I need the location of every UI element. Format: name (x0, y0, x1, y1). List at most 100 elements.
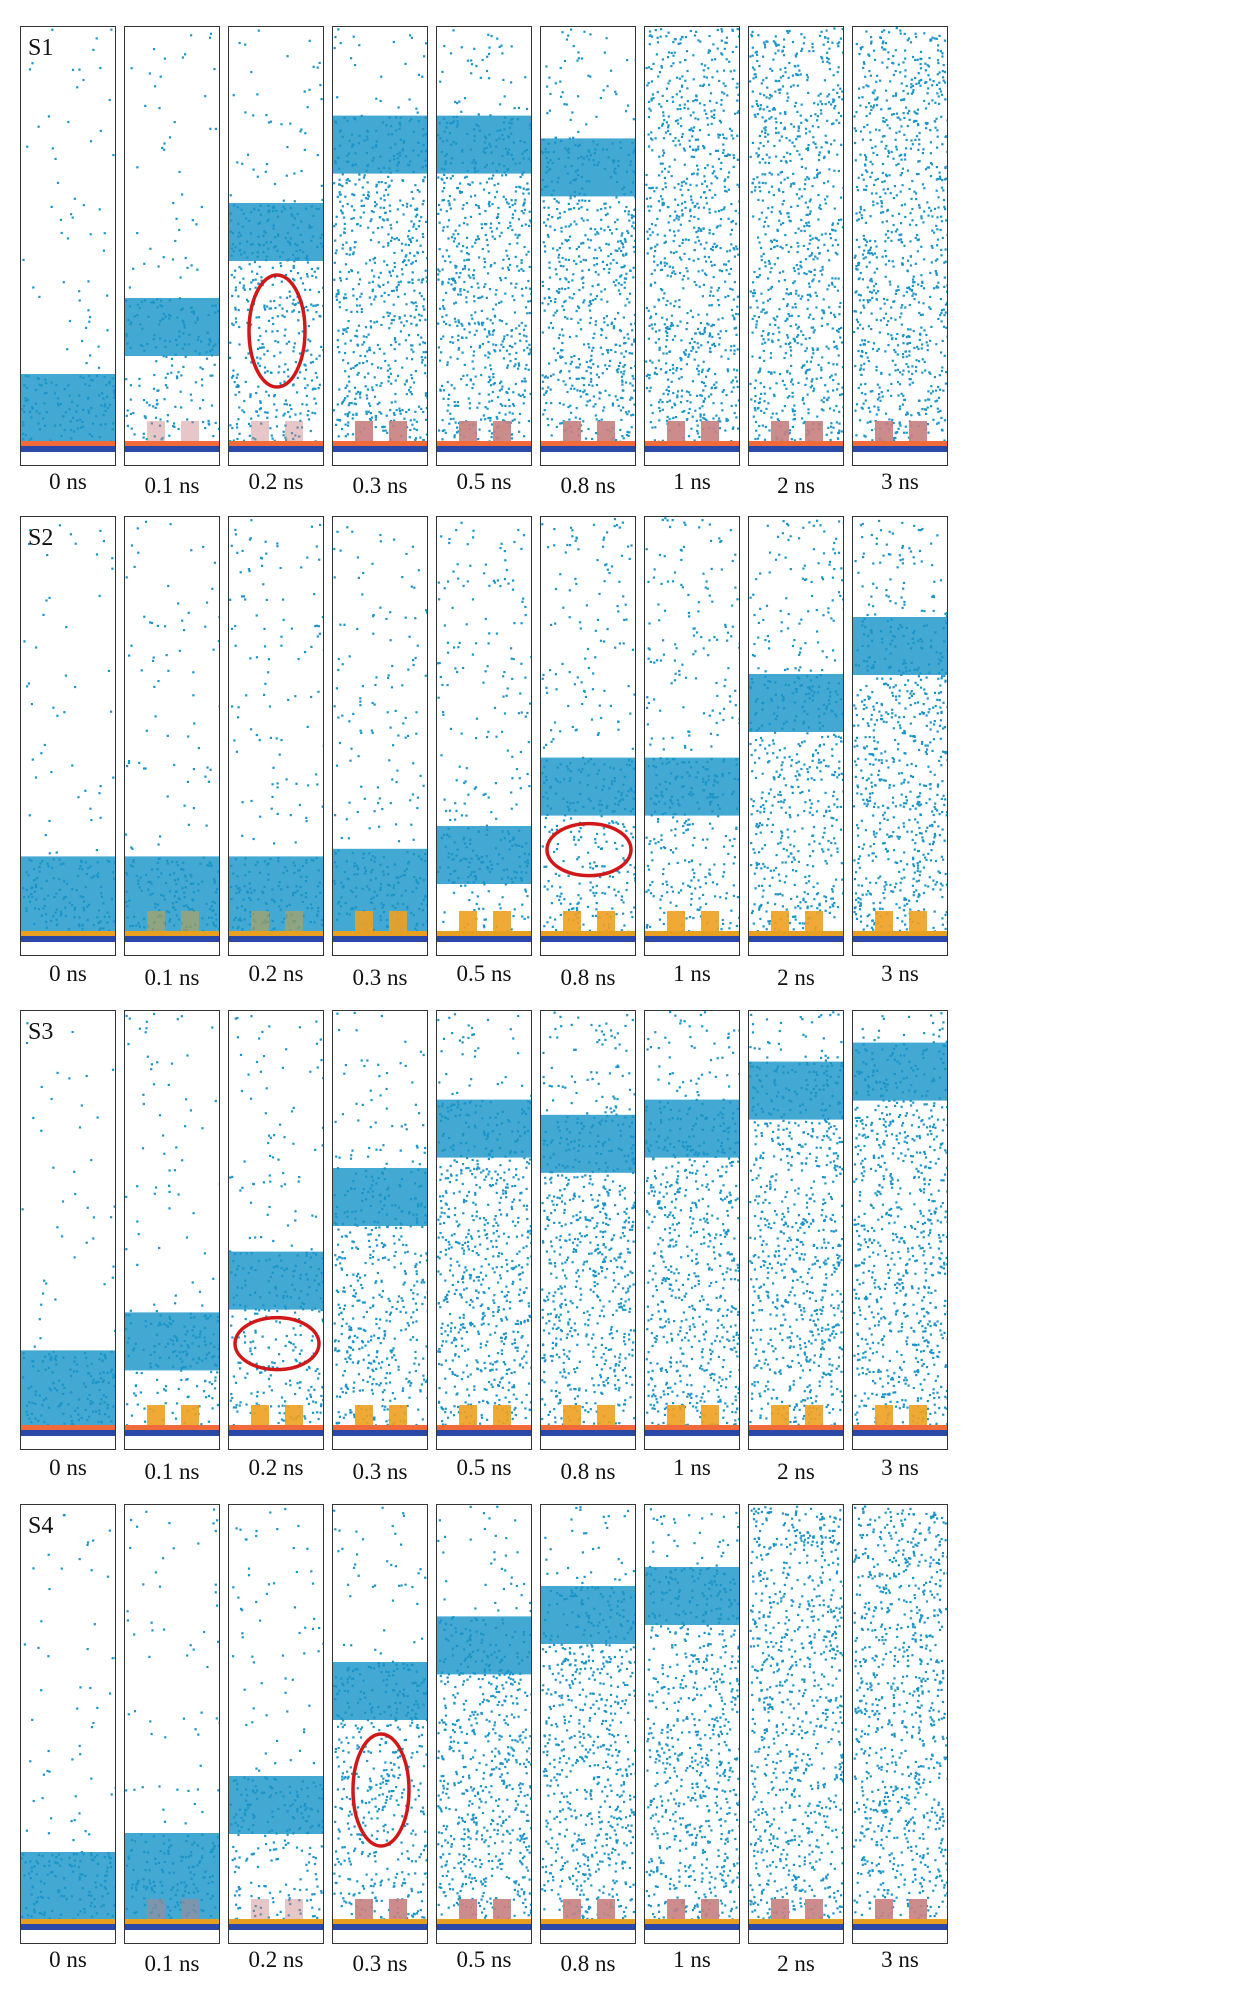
substrate-top-layer (333, 1919, 427, 1924)
substrate-base-layer (437, 936, 531, 942)
particle-field (229, 1508, 323, 1930)
nanostructure-block-2 (285, 1405, 303, 1425)
time-label: 0.1 ns (144, 1459, 200, 1484)
time-label: 0.2 ns (248, 1947, 304, 1972)
substrate-base-layer (333, 1924, 427, 1930)
water-molecules (125, 1012, 219, 1428)
time-label: 0.1 ns (144, 1951, 200, 1976)
particle-field (749, 27, 843, 452)
dense-water-band (229, 203, 323, 261)
nanostructure-block-2 (909, 1899, 927, 1919)
nanostructure-block-2 (493, 421, 511, 441)
snapshot-s2-3-ns (852, 516, 948, 956)
substrate-base-layer (229, 1924, 323, 1930)
time-label: 0.8 ns (560, 965, 616, 990)
particle-field (749, 1011, 843, 1436)
particle-field (853, 519, 947, 942)
substrate-top-layer (229, 931, 323, 936)
nanostructure-block-2 (181, 1405, 199, 1425)
snapshot-s2-0-1-ns (124, 516, 220, 956)
water-molecules (229, 519, 323, 934)
water-molecules (229, 29, 323, 444)
particle-field (645, 1508, 739, 1930)
nanostructure-block-1 (459, 1899, 477, 1919)
nanostructure-block-1 (667, 1899, 685, 1919)
nanostructure-block-2 (493, 1899, 511, 1919)
time-label: 1 ns (673, 1947, 711, 1972)
water-molecules (853, 27, 947, 442)
substrate-base-layer (645, 446, 739, 452)
nanostructure-block-2 (805, 421, 823, 441)
substrate-top-layer (437, 1919, 531, 1924)
nanostructure-block-1 (459, 421, 477, 441)
nanostructure-block-1 (875, 421, 893, 441)
particle-field (125, 32, 219, 452)
substrate-top-layer (645, 441, 739, 446)
substrate-base-layer (21, 936, 115, 942)
substrate-top-layer (749, 441, 843, 446)
time-label: 1 ns (673, 1455, 711, 1480)
particle-field (333, 28, 427, 452)
water-molecules (645, 27, 739, 443)
substrate-top-layer (125, 1425, 219, 1430)
nanostructure-block-2 (597, 421, 615, 441)
substrate-base-layer (853, 1924, 947, 1930)
substrate-base-layer (437, 446, 531, 452)
substrate-base-layer (437, 1430, 531, 1436)
substrate-base-layer (333, 1430, 427, 1436)
substrate-base-layer (229, 446, 323, 452)
nanostructure-block-2 (493, 911, 511, 931)
time-label: 0 ns (49, 1947, 87, 1972)
substrate-base-layer (749, 936, 843, 942)
particle-field (541, 1011, 635, 1436)
nanostructure-block-2 (597, 1405, 615, 1425)
water-molecules (541, 1506, 635, 1921)
nanostructure-block-1 (771, 421, 789, 441)
snapshot-s1-3-ns (852, 26, 948, 466)
nanostructure-block-2 (597, 911, 615, 931)
substrate-base-layer (125, 1430, 219, 1436)
bubble-nucleation-marker (247, 273, 307, 389)
substrate-top-layer (437, 441, 531, 446)
substrate-top-layer (437, 1425, 531, 1430)
water-molecules (749, 27, 843, 443)
time-label: 0.1 ns (144, 965, 200, 990)
dense-water-band (229, 1776, 323, 1834)
nanostructure-block-1 (875, 1899, 893, 1919)
time-label: 2 ns (777, 965, 815, 990)
water-molecules (749, 1505, 843, 1921)
nanostructure-block-1 (771, 1405, 789, 1425)
water-molecules (21, 1513, 115, 1921)
snapshot-s1-0-8-ns (540, 26, 636, 466)
substrate-base-layer (749, 1924, 843, 1930)
nanostructure-block-2 (805, 1899, 823, 1919)
time-label: 0.8 ns (560, 1459, 616, 1484)
snapshot-s4-1-ns (644, 1504, 740, 1944)
nanostructure-block-2 (805, 1405, 823, 1425)
particle-field (21, 1022, 115, 1436)
water-molecules (21, 28, 115, 443)
nanostructure-block-2 (493, 1405, 511, 1425)
nanostructure-block-2 (285, 421, 303, 441)
dense-water-band (541, 1114, 635, 1173)
dense-water-band (21, 856, 115, 931)
water-molecules (541, 1011, 635, 1428)
substrate-top-layer (749, 931, 843, 936)
time-label: 0.5 ns (456, 469, 512, 494)
snapshot-s3-2-ns (748, 1010, 844, 1450)
dense-water-band (229, 856, 323, 931)
water-molecules (125, 520, 219, 933)
time-label: 3 ns (881, 961, 919, 986)
particle-field (853, 1505, 947, 1930)
substrate-base-layer (541, 936, 635, 942)
substrate-top-layer (541, 1425, 635, 1430)
snapshot-s3-0-5-ns (436, 1010, 532, 1450)
snapshot-s2-2-ns (748, 516, 844, 956)
substrate-top-layer (333, 441, 427, 446)
snapshot-s4-0-1-ns (124, 1504, 220, 1944)
water-molecules (541, 518, 635, 934)
time-label: 0.3 ns (352, 1459, 408, 1484)
time-label: 2 ns (777, 473, 815, 498)
water-molecules (125, 32, 219, 441)
